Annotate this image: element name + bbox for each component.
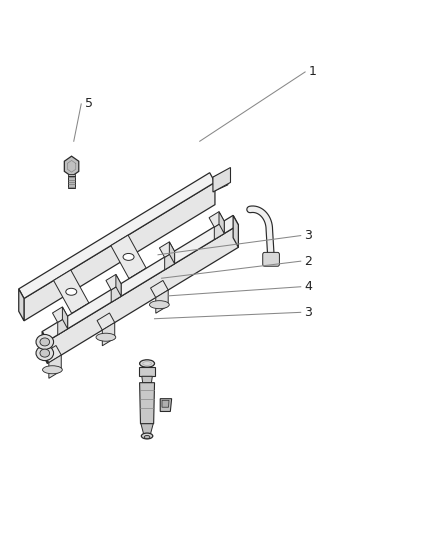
Polygon shape (19, 289, 24, 321)
Polygon shape (162, 400, 169, 407)
Polygon shape (42, 215, 238, 341)
Polygon shape (159, 242, 174, 257)
Polygon shape (42, 332, 47, 364)
Ellipse shape (40, 349, 49, 357)
Ellipse shape (36, 346, 53, 361)
Polygon shape (57, 317, 67, 335)
Polygon shape (138, 367, 155, 376)
Polygon shape (106, 274, 121, 290)
Polygon shape (129, 268, 146, 289)
Ellipse shape (123, 254, 134, 261)
Text: 2: 2 (304, 255, 311, 268)
Text: 4: 4 (304, 280, 311, 293)
Polygon shape (53, 307, 67, 322)
Ellipse shape (139, 360, 154, 367)
Polygon shape (219, 212, 224, 233)
Polygon shape (64, 156, 78, 176)
Ellipse shape (141, 433, 152, 439)
Polygon shape (49, 355, 61, 378)
Polygon shape (141, 376, 152, 383)
Polygon shape (208, 212, 224, 227)
Polygon shape (47, 225, 238, 364)
Polygon shape (111, 235, 146, 279)
Text: 1: 1 (308, 66, 316, 78)
FancyBboxPatch shape (262, 253, 279, 266)
Ellipse shape (144, 435, 150, 439)
Polygon shape (212, 167, 230, 192)
Polygon shape (214, 221, 224, 239)
Polygon shape (155, 290, 168, 313)
Polygon shape (71, 303, 89, 324)
Ellipse shape (36, 335, 53, 350)
Ellipse shape (42, 366, 62, 374)
Polygon shape (139, 383, 154, 424)
Polygon shape (68, 176, 74, 188)
Polygon shape (141, 424, 153, 437)
Text: 5: 5 (85, 98, 92, 110)
Polygon shape (160, 399, 171, 411)
Ellipse shape (40, 338, 49, 346)
Polygon shape (233, 215, 238, 247)
Polygon shape (24, 182, 215, 321)
Polygon shape (19, 173, 215, 298)
Ellipse shape (66, 288, 77, 295)
Polygon shape (111, 284, 121, 302)
Polygon shape (53, 270, 89, 313)
Polygon shape (116, 274, 121, 296)
Ellipse shape (149, 301, 169, 309)
Text: 3: 3 (304, 306, 311, 319)
Polygon shape (169, 242, 174, 264)
Polygon shape (150, 280, 168, 297)
Polygon shape (212, 171, 227, 191)
Polygon shape (62, 307, 67, 329)
Polygon shape (164, 252, 174, 270)
Ellipse shape (96, 333, 116, 341)
FancyBboxPatch shape (68, 174, 74, 176)
Text: 3: 3 (304, 229, 311, 242)
Polygon shape (43, 345, 61, 362)
Polygon shape (102, 322, 114, 346)
Polygon shape (97, 313, 114, 330)
